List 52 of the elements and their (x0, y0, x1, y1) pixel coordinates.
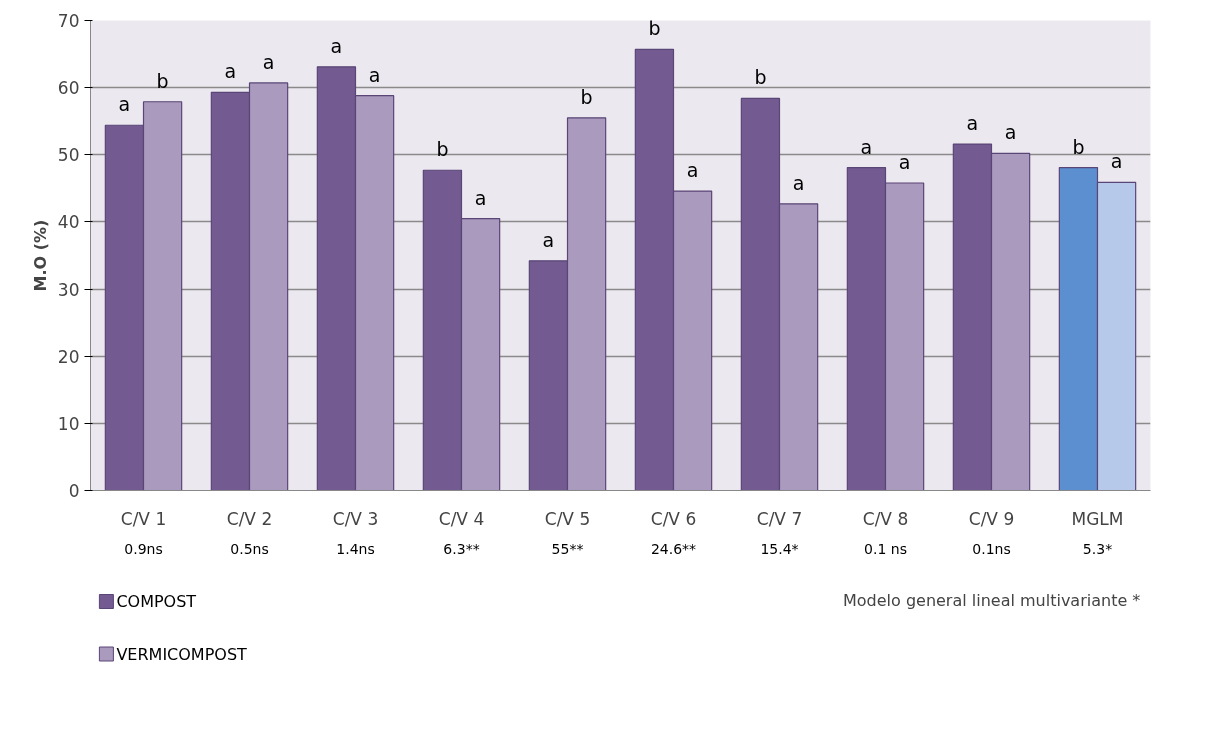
text: Modelo general lineal multivariante * (842, 590, 1141, 610)
data-label: a (224, 60, 237, 83)
x-tick-label: C/V 9 (968, 508, 1015, 529)
text: 0.1ns (972, 541, 1011, 557)
y-tick-label: 50 (57, 145, 80, 166)
data-label: a (898, 150, 911, 173)
data-label: a (262, 50, 275, 73)
y-tick-label: 20 (57, 346, 80, 367)
text: 6.3** (443, 541, 480, 557)
y-tick-label: 60 (57, 78, 80, 99)
y-tick-label: 70 (57, 11, 80, 31)
data-label: b (156, 69, 169, 92)
y-tick-label: 0 (68, 481, 80, 501)
text: 0.1 ns (864, 541, 907, 557)
data-label: a (542, 228, 555, 251)
x-tick-label: C/V 7 (756, 508, 803, 529)
x-tick-label: C/V 6 (650, 508, 697, 529)
data-label: a (330, 34, 343, 57)
y-tick-label: 30 (57, 279, 80, 300)
data-label: b (754, 66, 767, 89)
x-tick-label: C/V 5 (544, 508, 591, 529)
data-label: a (966, 112, 979, 135)
text: 0.5ns (230, 541, 269, 557)
text: 24.6** (650, 541, 697, 557)
data-label: a (686, 159, 699, 182)
legend-label: COMPOST (116, 592, 197, 611)
data-label: a (474, 186, 487, 209)
x-tick-label: C/V 4 (438, 508, 485, 529)
data-label: a (118, 93, 131, 116)
text: 1.4ns (336, 541, 375, 557)
x-tick-label: C/V 3 (332, 508, 379, 529)
x-tick-label: C/V 8 (862, 508, 909, 529)
data-label: a (792, 171, 805, 194)
text: 55** (551, 541, 584, 557)
x-tick-label: C/V 1 (120, 508, 167, 529)
y-axis-title: M.O (%) (30, 219, 50, 292)
data-label: a (1004, 121, 1017, 144)
data-label: a (860, 135, 873, 158)
text: 15.4* (760, 541, 799, 557)
text: 5.3* (1082, 541, 1113, 557)
data-label: b (1072, 135, 1085, 158)
legend-label: VERMICOMPOST (116, 644, 248, 664)
data-label: a (368, 63, 381, 86)
y-tick-label: 10 (57, 413, 80, 434)
text: 0.9ns (124, 541, 163, 557)
y-tick-label: 40 (57, 212, 80, 233)
data-label: b (436, 138, 449, 161)
data-label: b (648, 17, 661, 40)
data-label: b (580, 85, 593, 108)
x-tick-label: C/V 2 (226, 508, 273, 529)
data-label: a (1110, 150, 1123, 173)
x-tick-label: MGLM (1071, 508, 1124, 529)
